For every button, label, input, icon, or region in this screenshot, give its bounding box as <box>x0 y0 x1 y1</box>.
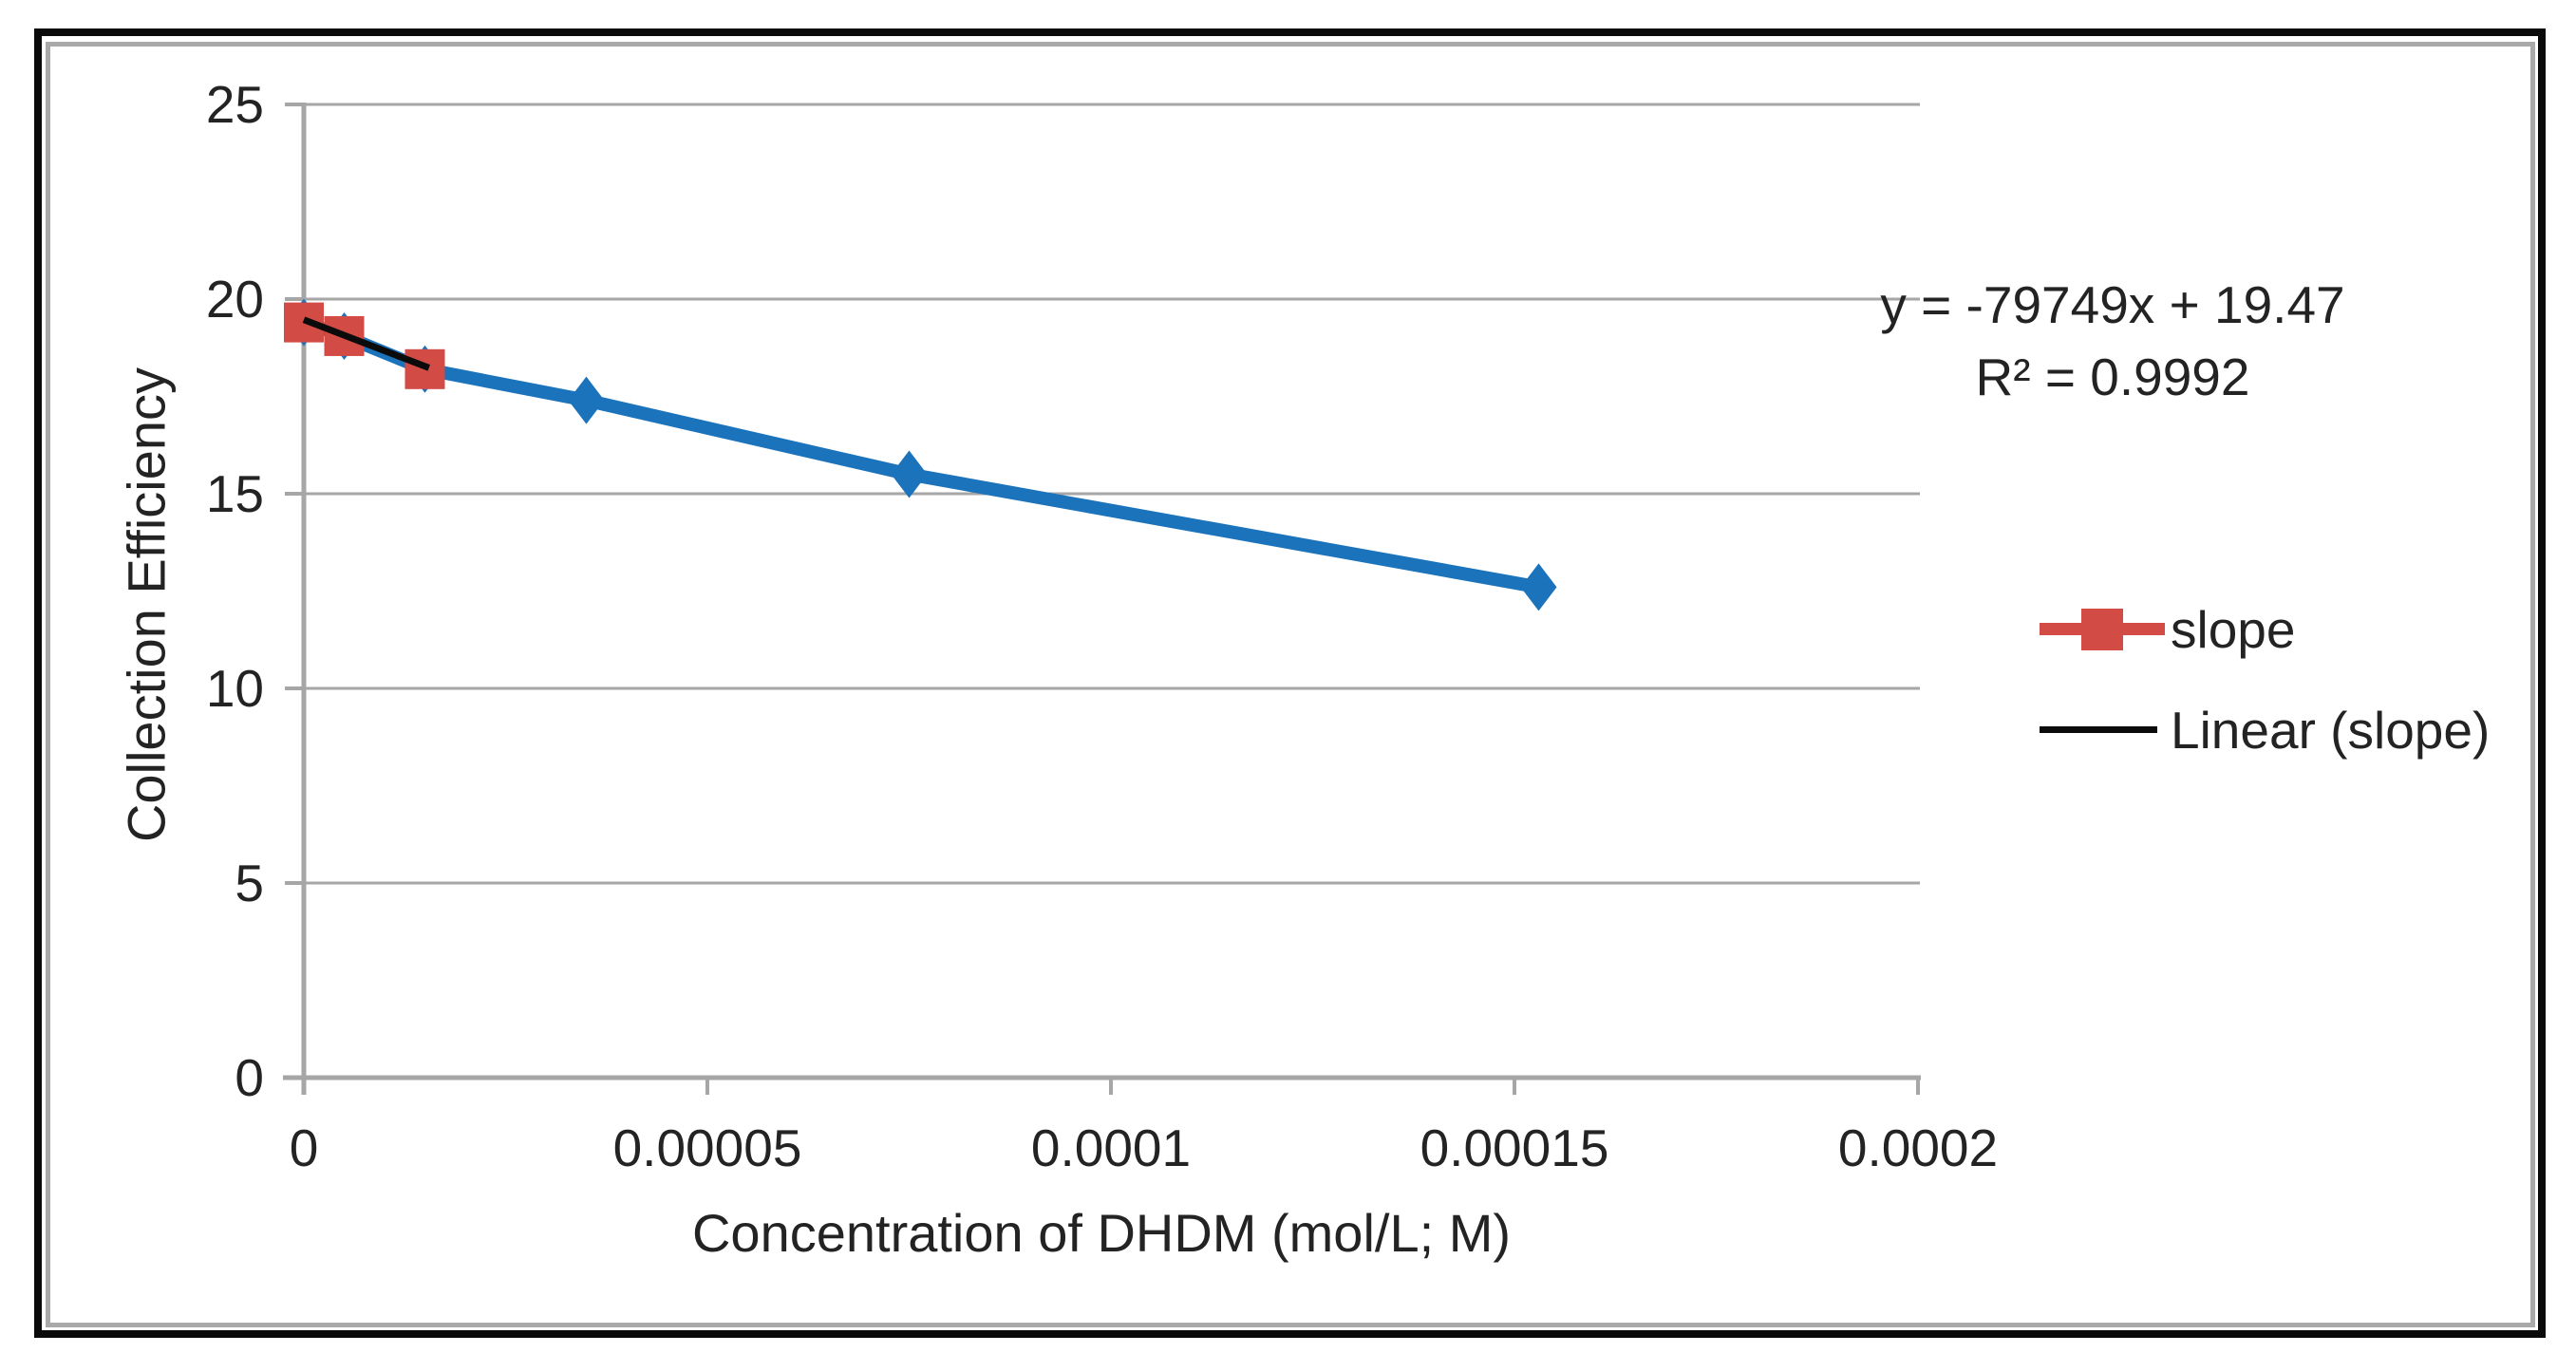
legend: slope Linear (slope) <box>2040 598 2490 761</box>
legend-red-square <box>2081 609 2123 650</box>
chart-area-border <box>46 42 2535 1327</box>
series-line-blue <box>297 315 1546 594</box>
r-squared-text: R² = 0.9992 <box>1975 348 2250 406</box>
trendline <box>302 316 431 371</box>
legend-item-slope: slope <box>2040 598 2490 661</box>
legend-black-line <box>2040 726 2157 733</box>
legend-red-square-line-icon <box>2040 598 2165 661</box>
y-axis-tick-label: 20 <box>205 270 264 329</box>
y-axis-tick-label: 10 <box>205 659 264 718</box>
trendline-annotation: y = -79749x + 19.47 R² = 0.9992 <box>1880 269 2344 413</box>
x-axis-title: Concentration of DHDM (mol/L; M) <box>691 1203 1512 1263</box>
x-axis-tick-label: 0.0001 <box>1030 1118 1192 1177</box>
marker-diamond <box>891 450 928 498</box>
x-axis-tick-label: 0.0002 <box>1837 1118 1999 1177</box>
image-border <box>34 28 2546 1338</box>
trendline-equation-text: y = -79749x + 19.47 <box>1880 275 2345 334</box>
legend-label-slope: slope <box>2171 600 2296 659</box>
x-axis-tick-label: 0 <box>289 1118 319 1177</box>
legend-black-line-icon <box>2040 699 2165 761</box>
marker-diamond <box>568 376 605 424</box>
y-axis-tick-label: 5 <box>235 854 264 912</box>
y-axis-title: Collection Efficiency <box>116 366 177 843</box>
legend-label-linear-slope: Linear (slope) <box>2171 701 2491 760</box>
x-axis-tick-label: 0.00015 <box>1420 1118 1609 1177</box>
legend-item-linear-slope: Linear (slope) <box>2040 699 2490 761</box>
x-axis-tick-label: 0.00005 <box>612 1118 802 1177</box>
marker-diamond <box>1520 563 1557 611</box>
y-axis-tick-label: 0 <box>235 1048 264 1107</box>
y-axis-tick-label: 25 <box>205 75 264 134</box>
y-axis-tick-label: 15 <box>205 464 264 523</box>
